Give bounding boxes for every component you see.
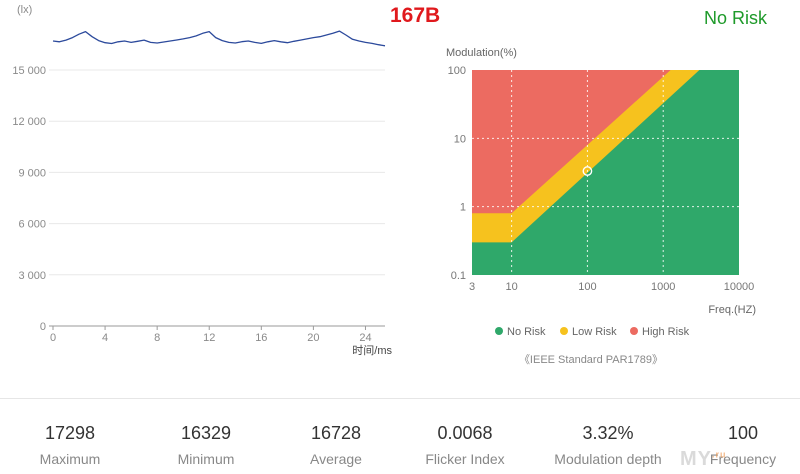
y-axis-label: Modulation(%) [446,47,517,59]
stat-value: 3.32% [582,423,634,443]
chart-footnote: 《IEEE Standard PAR1789》 [519,353,663,366]
x-axis-label: Freq.(HZ) [708,304,756,316]
stat-label: Average [310,451,362,467]
flicker-risk-chart: 0.1 1 10 100 3 10 100 1000 10000 Modulation(%) Fre… [446,47,756,366]
illuminance-line-chart: 0 3 000 6 000 9 000 12 000 15 000 0 4 8 12 16 20 24 (… [12,4,392,357]
y-tick-label: 0.1 [451,270,466,282]
y-tick-label: 100 [448,65,466,77]
x-tick-label: 100 [578,281,596,293]
stat-flicker-index: 0.0068 Flicker Index [395,422,535,467]
watermark-suffix: .ru [712,449,727,460]
stat-label: Frequency [709,451,777,467]
x-tick-label: 1000 [651,281,675,293]
x-tick-label: 24 [359,332,371,344]
stat-maximum: 17298 Maximum [0,422,140,467]
y-axis-label: (lx) [17,4,32,16]
x-tick-label: 12 [203,332,215,344]
y-tick-label: 3 000 [18,270,46,282]
series-line [52,30,386,47]
x-tick-label: 0 [50,332,56,344]
watermark: MY.ru [680,448,727,471]
stat-label: Modulation depth [554,451,662,467]
stat-average: 16728 Average [266,422,406,467]
stat-minimum: 16329 Minimum [136,422,276,467]
legend-label: No Risk [507,326,546,338]
legend-marker [495,327,503,335]
legend-label: High Risk [642,326,690,338]
y-tick-label: 6 000 [18,219,46,231]
high-risk-region [472,70,671,214]
x-tick-label: 4 [102,332,108,344]
x-tick-label: 10 [506,281,518,293]
x-tick-label: 10000 [724,281,755,293]
x-axis-label: 时间/ms [352,344,392,357]
stat-modulation-depth: 3.32% Modulation depth [538,422,678,467]
legend-marker [560,327,568,335]
stat-label: Maximum [39,451,101,467]
y-tick-label: 0 [40,321,46,333]
y-tick-label: 12 000 [12,116,46,128]
stat-value: 100 [727,423,759,443]
risk-status-label: No Risk [704,8,768,28]
stat-value: 0.0068 [437,423,493,443]
legend-label: Low Risk [572,326,617,338]
stat-label: Flicker Index [425,451,505,467]
y-tick-label: 9 000 [18,167,46,179]
stat-label: Minimum [177,451,235,467]
stat-frequency: 100 Frequency [673,422,800,467]
stats-divider [0,398,800,399]
stat-value: 16728 [310,423,362,443]
stat-value: 17298 [44,423,96,443]
measurement-point [582,166,593,176]
x-tick-label: 8 [154,332,160,344]
watermark-text: MY [680,448,712,470]
y-tick-label: 15 000 [12,65,46,77]
y-tick-label: 10 [454,133,466,145]
legend-marker [630,327,638,335]
model-label: 167B [390,4,441,27]
x-tick-label: 16 [255,332,267,344]
y-tick-label: 1 [460,202,466,214]
x-tick-label: 20 [307,332,319,344]
x-tick-label: 3 [469,281,475,293]
stat-value: 16329 [180,423,232,443]
